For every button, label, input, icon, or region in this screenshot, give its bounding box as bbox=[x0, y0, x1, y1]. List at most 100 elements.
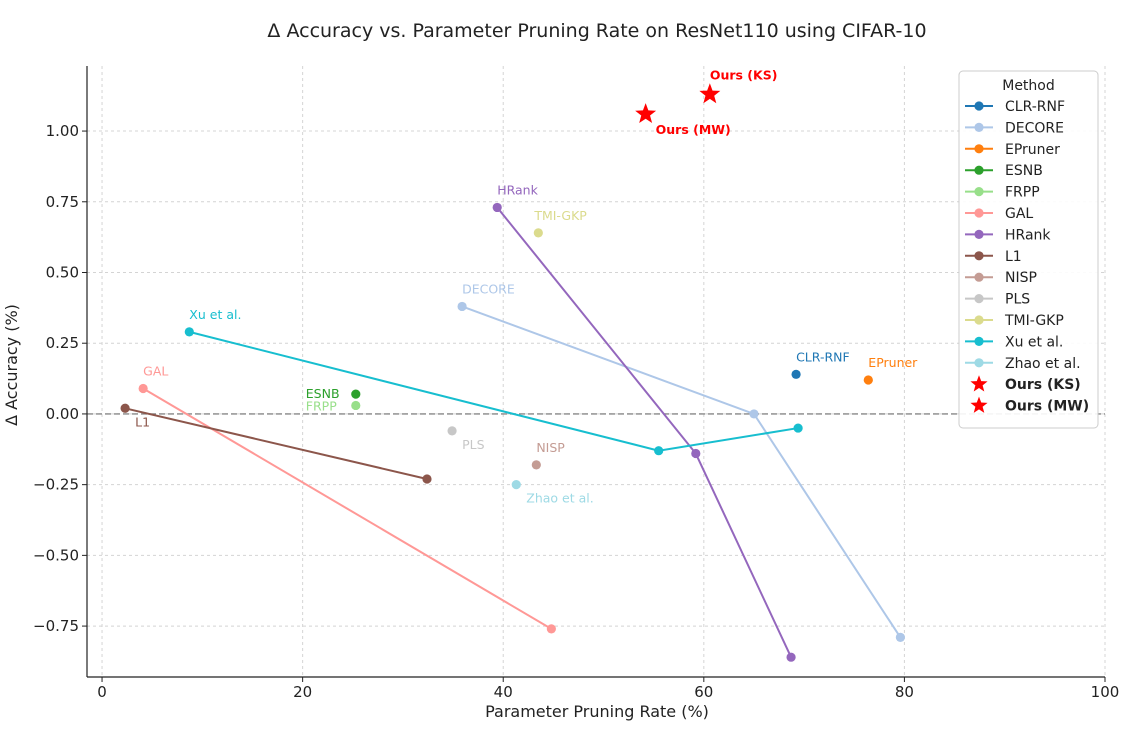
legend-marker bbox=[974, 251, 984, 261]
point-epruner bbox=[863, 375, 873, 385]
point-xu-et-al bbox=[184, 327, 194, 337]
legend-item-xu-et-al: Xu et al. bbox=[965, 334, 1063, 350]
data-label-ours-ks: Ours (KS) bbox=[710, 67, 778, 82]
data-label-pls: PLS bbox=[462, 437, 485, 452]
x-tick-label: 40 bbox=[494, 683, 513, 701]
series-gal: GAL bbox=[138, 363, 556, 634]
data-label-frpp: FRPP bbox=[306, 398, 337, 413]
legend-label: Xu et al. bbox=[1005, 334, 1063, 350]
x-tick-label: 20 bbox=[293, 683, 312, 701]
y-tick-label: 1.00 bbox=[46, 122, 79, 140]
point-xu-et-al bbox=[793, 423, 803, 433]
legend-label: PLS bbox=[1005, 292, 1030, 308]
y-tick-label: −0.75 bbox=[33, 617, 79, 635]
legend-label: HRank bbox=[1005, 227, 1051, 243]
legend-item-tmi-gkp: TMI-GKP bbox=[965, 313, 1064, 329]
data-label-tmi-gkp: TMI-GKP bbox=[533, 208, 587, 223]
legend-item-decore: DECORE bbox=[965, 120, 1064, 136]
legend-item-epruner: EPruner bbox=[965, 142, 1060, 158]
point-decore bbox=[457, 301, 467, 312]
point-clr-rnf bbox=[791, 369, 801, 379]
legend-star-marker bbox=[970, 396, 988, 413]
y-tick-label: −0.25 bbox=[33, 476, 79, 494]
point-pls bbox=[447, 426, 457, 436]
point-xu-et-al bbox=[654, 446, 664, 456]
series-nisp: NISP bbox=[531, 440, 565, 470]
point-tmi-gkp bbox=[533, 228, 543, 238]
legend-marker bbox=[974, 315, 984, 325]
point-esnb bbox=[351, 389, 361, 399]
data-label-gal: GAL bbox=[143, 363, 168, 378]
star-marker-ours-mw bbox=[635, 103, 657, 123]
legend-title: Method bbox=[1002, 78, 1055, 94]
series-line-l1 bbox=[124, 407, 428, 480]
x-tick-label: 80 bbox=[895, 683, 914, 701]
legend-marker bbox=[974, 358, 984, 368]
legend-label: FRPP bbox=[1005, 185, 1040, 201]
legend-label: L1 bbox=[1005, 249, 1022, 265]
series-ours-ks: Ours (KS) bbox=[699, 67, 778, 104]
grid bbox=[87, 66, 1106, 677]
legend-item-ours-mw: Ours (MW) bbox=[970, 396, 1089, 415]
x-tick-label: 0 bbox=[97, 683, 107, 701]
point-l1 bbox=[422, 474, 432, 484]
x-tick-label: 100 bbox=[1091, 683, 1120, 701]
legend-label: DECORE bbox=[1005, 120, 1064, 136]
data-label-esnb: ESNB bbox=[306, 386, 340, 401]
legend-item-pls: PLS bbox=[965, 292, 1030, 308]
legend-label: GAL bbox=[1005, 206, 1033, 222]
data-label-epruner: EPruner bbox=[868, 355, 918, 370]
data-label-nisp: NISP bbox=[536, 440, 565, 455]
y-axis-label: Δ Accuracy (%) bbox=[2, 304, 21, 426]
legend-marker bbox=[974, 336, 984, 346]
legend-marker bbox=[974, 229, 984, 239]
y-tick-label: 0.00 bbox=[46, 405, 79, 423]
y-tick-label: 0.25 bbox=[46, 334, 79, 352]
legend-label: TMI-GKP bbox=[1004, 313, 1064, 329]
legend-item-frpp: FRPP bbox=[965, 185, 1040, 201]
data-label-hrank: HRank bbox=[497, 182, 538, 197]
point-nisp bbox=[531, 460, 541, 470]
legend-label: CLR-RNF bbox=[1005, 99, 1065, 115]
legend-item-nisp: NISP bbox=[965, 270, 1037, 286]
legend-marker bbox=[974, 208, 984, 218]
axes: 0 20 40 60 80 100 −0.75 −0.50 −0.25 0.00 0.25 0.50 0… bbox=[33, 66, 1119, 701]
legend-label: ESNB bbox=[1005, 163, 1043, 179]
series-tmi-gkp: TMI-GKP bbox=[533, 208, 587, 238]
legend: Method CLR-RNF DECORE EPruner ESNB FRPP GAL HRa… bbox=[958, 70, 1099, 429]
point-decore bbox=[749, 409, 759, 419]
legend-item-ours-ks: Ours (KS) bbox=[970, 375, 1081, 393]
point-hrank bbox=[786, 652, 796, 662]
data-label-clr-rnf: CLR-RNF bbox=[796, 349, 850, 364]
data-label-xu-et-al: Xu et al. bbox=[189, 307, 241, 322]
data-label-zhao-et-al: Zhao et al. bbox=[526, 491, 593, 506]
series-clr-rnf: CLR-RNF bbox=[791, 349, 850, 379]
legend-box bbox=[958, 70, 1099, 429]
series-pls: PLS bbox=[447, 426, 485, 452]
point-hrank bbox=[492, 202, 502, 213]
series-hrank: HRank bbox=[492, 182, 796, 662]
legend-marker bbox=[974, 165, 984, 175]
x-axis-label: Parameter Pruning Rate (%) bbox=[485, 702, 709, 721]
series-frpp: FRPP bbox=[306, 398, 361, 413]
legend-marker bbox=[974, 122, 984, 132]
legend-label: NISP bbox=[1005, 270, 1037, 286]
legend-item-clr-rnf: CLR-RNF bbox=[965, 99, 1065, 115]
series-xu-et-al: Xu et al. bbox=[184, 307, 803, 456]
y-tick-label: 0.75 bbox=[46, 193, 79, 211]
point-gal bbox=[138, 383, 148, 394]
legend-item-esnb: ESNB bbox=[965, 163, 1043, 179]
legend-marker bbox=[974, 294, 984, 304]
legend-marker bbox=[974, 272, 984, 282]
star-marker-ours-ks bbox=[699, 83, 721, 104]
series-epruner: EPruner bbox=[863, 355, 918, 385]
point-decore bbox=[895, 632, 905, 642]
point-zhao-et-al bbox=[511, 480, 521, 490]
y-tick-label: 0.50 bbox=[46, 263, 79, 281]
data-label-l1: L1 bbox=[135, 414, 150, 429]
series-line-hrank bbox=[496, 206, 792, 658]
x-tick-label: 60 bbox=[694, 683, 713, 701]
